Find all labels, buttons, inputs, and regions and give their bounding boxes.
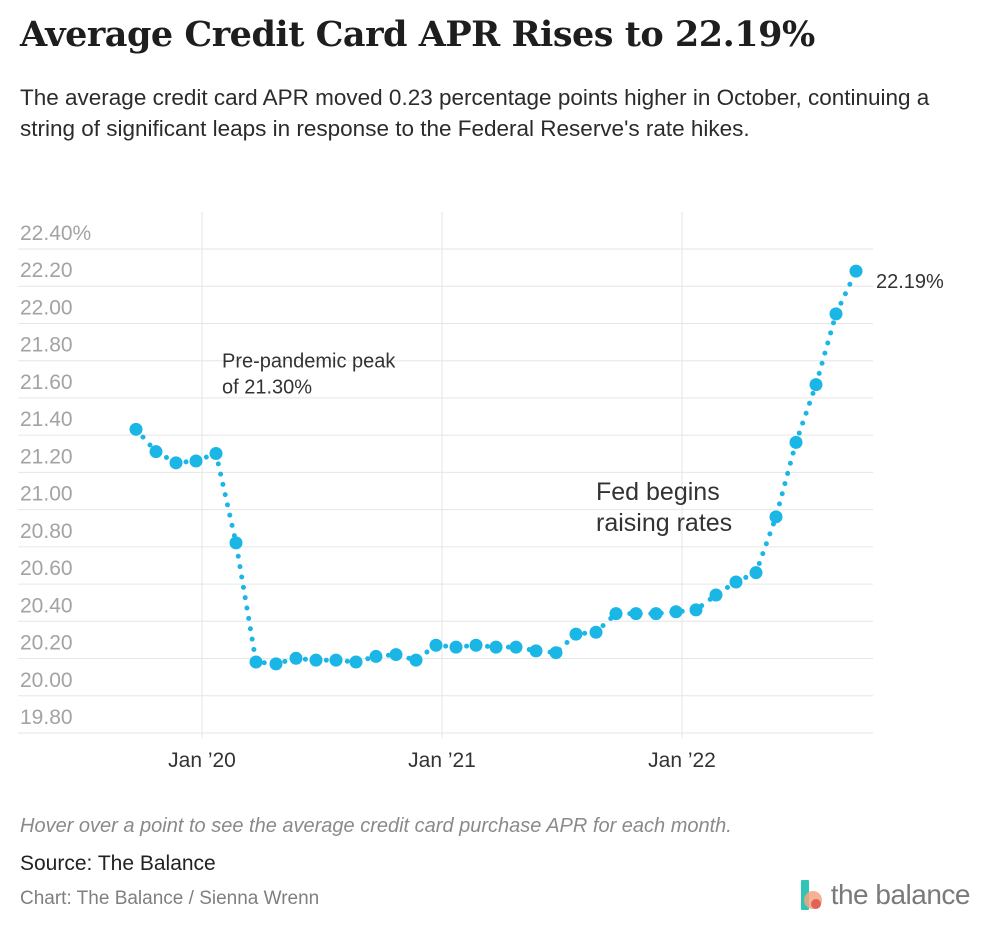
data-point	[489, 640, 503, 654]
data-point	[649, 607, 663, 621]
data-point	[849, 264, 863, 278]
chart-title: Average Credit Card APR Rises to 22.19%	[20, 14, 815, 55]
x-tick-label: Jan ’20	[168, 749, 236, 772]
brand-mark-icon	[800, 880, 822, 910]
data-point	[749, 566, 763, 580]
data-point	[289, 651, 303, 665]
data-point	[709, 588, 723, 602]
data-point	[149, 445, 163, 459]
y-tick-label: 20.00	[20, 669, 73, 692]
data-point	[609, 607, 623, 621]
chart-credit: Chart: The Balance / Sienna Wrenn	[20, 888, 320, 909]
data-point	[269, 657, 283, 671]
data-point	[409, 653, 423, 667]
y-tick-label: 20.80	[20, 520, 73, 543]
y-tick-label: 21.60	[20, 371, 73, 394]
series-point-layer	[129, 264, 863, 671]
annotation-label: Pre-pandemic peak	[222, 351, 396, 373]
data-point	[729, 575, 743, 589]
data-point	[769, 510, 783, 524]
y-tick-label: 20.20	[20, 632, 73, 655]
data-point	[389, 648, 403, 662]
data-point	[129, 422, 143, 436]
y-tick-label: 21.20	[20, 445, 73, 468]
data-point	[569, 627, 583, 641]
source-line: Source: The Balance	[20, 852, 216, 875]
series-line	[133, 268, 859, 667]
data-point	[229, 536, 243, 550]
data-point	[629, 607, 643, 621]
brand-name: the balance	[830, 879, 971, 910]
data-point	[509, 640, 523, 654]
annotation-layer: Pre-pandemic peak of 21.30% Fed begins rais…	[222, 271, 944, 537]
data-point	[329, 653, 343, 667]
data-point	[369, 649, 383, 663]
data-point	[469, 638, 483, 652]
data-point	[349, 655, 363, 669]
data-point	[829, 307, 843, 321]
data-point	[309, 653, 323, 667]
y-tick-label: 21.40	[20, 408, 73, 431]
y-tick-label: 21.00	[20, 483, 73, 506]
y-tick-label: 20.60	[20, 557, 73, 580]
y-tick-label: 20.40	[20, 594, 73, 617]
data-point	[169, 456, 183, 470]
x-tick-label: Jan ’22	[648, 749, 716, 772]
y-tick-label: 22.00	[20, 296, 73, 319]
data-point	[249, 655, 263, 669]
annotation-label: raising rates	[596, 509, 732, 537]
data-point	[189, 454, 203, 468]
grid-layer	[18, 212, 873, 738]
y-tick-label: 22.20	[20, 259, 73, 282]
data-point	[689, 603, 703, 617]
y-tick-label: 22.40%	[20, 222, 91, 245]
data-point	[669, 605, 683, 619]
apr-line-chart: 22.40% 22.20 22.00 21.80 21.60 21.40 21.20 21.0…	[18, 212, 944, 772]
chart-subtitle: The average credit card APR moved 0.23 p…	[20, 85, 930, 141]
y-tick-label: 21.80	[20, 334, 73, 357]
data-point	[449, 640, 463, 654]
brand-logo: the balance	[799, 878, 971, 912]
annotation-label: Fed begins	[596, 478, 720, 506]
annotation-label: of 21.30%	[222, 377, 312, 399]
axis-layer: 22.40% 22.20 22.00 21.80 21.60 21.40 21.20 21.0…	[20, 222, 716, 772]
data-point	[429, 638, 443, 652]
annotation-label: 22.19%	[876, 271, 944, 293]
data-point	[209, 447, 223, 461]
y-tick-label: 19.80	[20, 706, 73, 729]
series-line-layer	[133, 268, 859, 667]
x-tick-label: Jan ’21	[408, 749, 476, 772]
data-point	[789, 435, 803, 449]
hover-note: Hover over a point to see the average cr…	[20, 815, 732, 837]
data-point	[809, 378, 823, 392]
data-point	[549, 646, 563, 660]
data-point	[589, 625, 603, 639]
data-point	[529, 644, 543, 658]
